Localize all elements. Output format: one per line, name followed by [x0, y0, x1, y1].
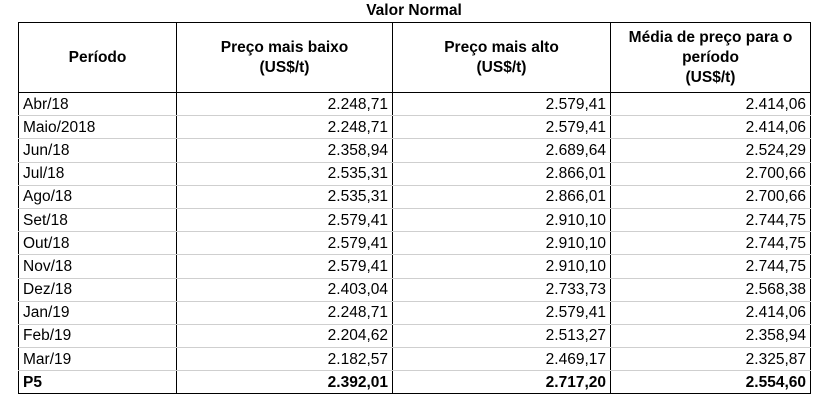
- cell-preco-alto: 2.579,41: [392, 115, 611, 140]
- cell-periodo: Maio/2018: [18, 115, 177, 140]
- cell-periodo: Mar/19: [18, 347, 177, 372]
- table-row: Jun/18 2.358,94 2.689,64 2.524,29: [18, 138, 811, 163]
- cell-media: 2.524,29: [610, 138, 811, 163]
- total-periodo: P5: [18, 370, 177, 395]
- cell-media: 2.568,38: [610, 278, 811, 302]
- table-row: Nov/18 2.579,41 2.910,10 2.744,75: [18, 254, 811, 279]
- table-row: Abr/18 2.248,71 2.579,41 2.414,06: [18, 92, 811, 117]
- cell-media: 2.358,94: [610, 324, 811, 349]
- cell-preco-baixo: 2.248,71: [176, 92, 393, 117]
- cell-periodo: Jun/18: [18, 138, 177, 163]
- header-media-preco: Média de preço para o período (US$/t): [610, 22, 811, 93]
- cell-media: 2.414,06: [610, 115, 811, 140]
- cell-media: 2.414,06: [610, 92, 811, 117]
- table-row: Set/18 2.579,41 2.910,10 2.744,75: [18, 208, 811, 233]
- total-preco-baixo: 2.392,01: [176, 370, 393, 395]
- cell-preco-baixo: 2.204,62: [176, 324, 393, 349]
- cell-media: 2.414,06: [610, 301, 811, 325]
- table-caption: Valor Normal: [366, 2, 462, 19]
- valor-normal-table: Período Preço mais baixo (US$/t) Preço m…: [18, 22, 811, 395]
- header-row: Período Preço mais baixo (US$/t) Preço m…: [18, 22, 811, 93]
- cell-preco-baixo: 2.579,41: [176, 231, 393, 256]
- cell-periodo: Dez/18: [18, 278, 177, 302]
- cell-preco-alto: 2.866,01: [392, 162, 611, 186]
- total-media: 2.554,60: [610, 370, 811, 395]
- cell-media: 2.744,75: [610, 231, 811, 256]
- header-periodo: Período: [18, 22, 177, 93]
- cell-preco-alto: 2.469,17: [392, 347, 611, 372]
- cell-preco-baixo: 2.182,57: [176, 347, 393, 372]
- cell-preco-baixo: 2.358,94: [176, 138, 393, 163]
- table-row: Mar/19 2.182,57 2.469,17 2.325,87: [18, 347, 811, 372]
- cell-periodo: Nov/18: [18, 254, 177, 279]
- cell-media: 2.744,75: [610, 208, 811, 233]
- cell-preco-baixo: 2.535,31: [176, 185, 393, 209]
- cell-preco-alto: 2.910,10: [392, 208, 611, 233]
- cell-media: 2.744,75: [610, 254, 811, 279]
- cell-preco-baixo: 2.248,71: [176, 115, 393, 140]
- table-row: Maio/2018 2.248,71 2.579,41 2.414,06: [18, 115, 811, 140]
- cell-preco-baixo: 2.535,31: [176, 162, 393, 186]
- cell-preco-alto: 2.733,73: [392, 278, 611, 302]
- cell-periodo: Jul/18: [18, 162, 177, 186]
- header-preco-mais-alto: Preço mais alto (US$/t): [392, 22, 611, 93]
- cell-preco-alto: 2.689,64: [392, 138, 611, 163]
- cell-media: 2.700,66: [610, 162, 811, 186]
- cell-media: 2.700,66: [610, 185, 811, 209]
- cell-preco-baixo: 2.248,71: [176, 301, 393, 325]
- header-alto-line2: (US$/t): [476, 58, 527, 76]
- header-media-line2: período: [682, 48, 739, 66]
- header-alto-line1: Preço mais alto: [444, 38, 559, 56]
- cell-preco-alto: 2.910,10: [392, 254, 611, 279]
- header-baixo-line2: (US$/t): [259, 58, 310, 76]
- header-preco-mais-baixo: Preço mais baixo (US$/t): [176, 22, 393, 93]
- cell-preco-alto: 2.579,41: [392, 92, 611, 117]
- table-row: Jan/19 2.248,71 2.579,41 2.414,06: [18, 301, 811, 325]
- table-row: Dez/18 2.403,04 2.733,73 2.568,38: [18, 278, 811, 302]
- total-row: P5 2.392,01 2.717,20 2.554,60: [18, 370, 811, 395]
- cell-periodo: Set/18: [18, 208, 177, 233]
- header-baixo-line1: Preço mais baixo: [220, 38, 349, 56]
- cell-media: 2.325,87: [610, 347, 811, 372]
- cell-periodo: Feb/19: [18, 324, 177, 349]
- header-media-line1: Média de preço para o: [628, 28, 793, 46]
- cell-periodo: Abr/18: [18, 92, 177, 117]
- cell-preco-baixo: 2.579,41: [176, 254, 393, 279]
- cell-preco-alto: 2.579,41: [392, 301, 611, 325]
- cell-periodo: Jan/19: [18, 301, 177, 325]
- cell-periodo: Out/18: [18, 231, 177, 256]
- table-row: Ago/18 2.535,31 2.866,01 2.700,66: [18, 185, 811, 209]
- table-row: Out/18 2.579,41 2.910,10 2.744,75: [18, 231, 811, 256]
- header-media-line3: (US$/t): [685, 68, 736, 86]
- cell-preco-baixo: 2.403,04: [176, 278, 393, 302]
- table-row: Jul/18 2.535,31 2.866,01 2.700,66: [18, 162, 811, 186]
- cell-preco-alto: 2.910,10: [392, 231, 611, 256]
- table-row: Feb/19 2.204,62 2.513,27 2.358,94: [18, 324, 811, 349]
- cell-preco-alto: 2.513,27: [392, 324, 611, 349]
- cell-preco-alto: 2.866,01: [392, 185, 611, 209]
- header-periodo-label: Período: [68, 48, 127, 66]
- total-preco-alto: 2.717,20: [392, 370, 611, 395]
- cell-periodo: Ago/18: [18, 185, 177, 209]
- cell-preco-baixo: 2.579,41: [176, 208, 393, 233]
